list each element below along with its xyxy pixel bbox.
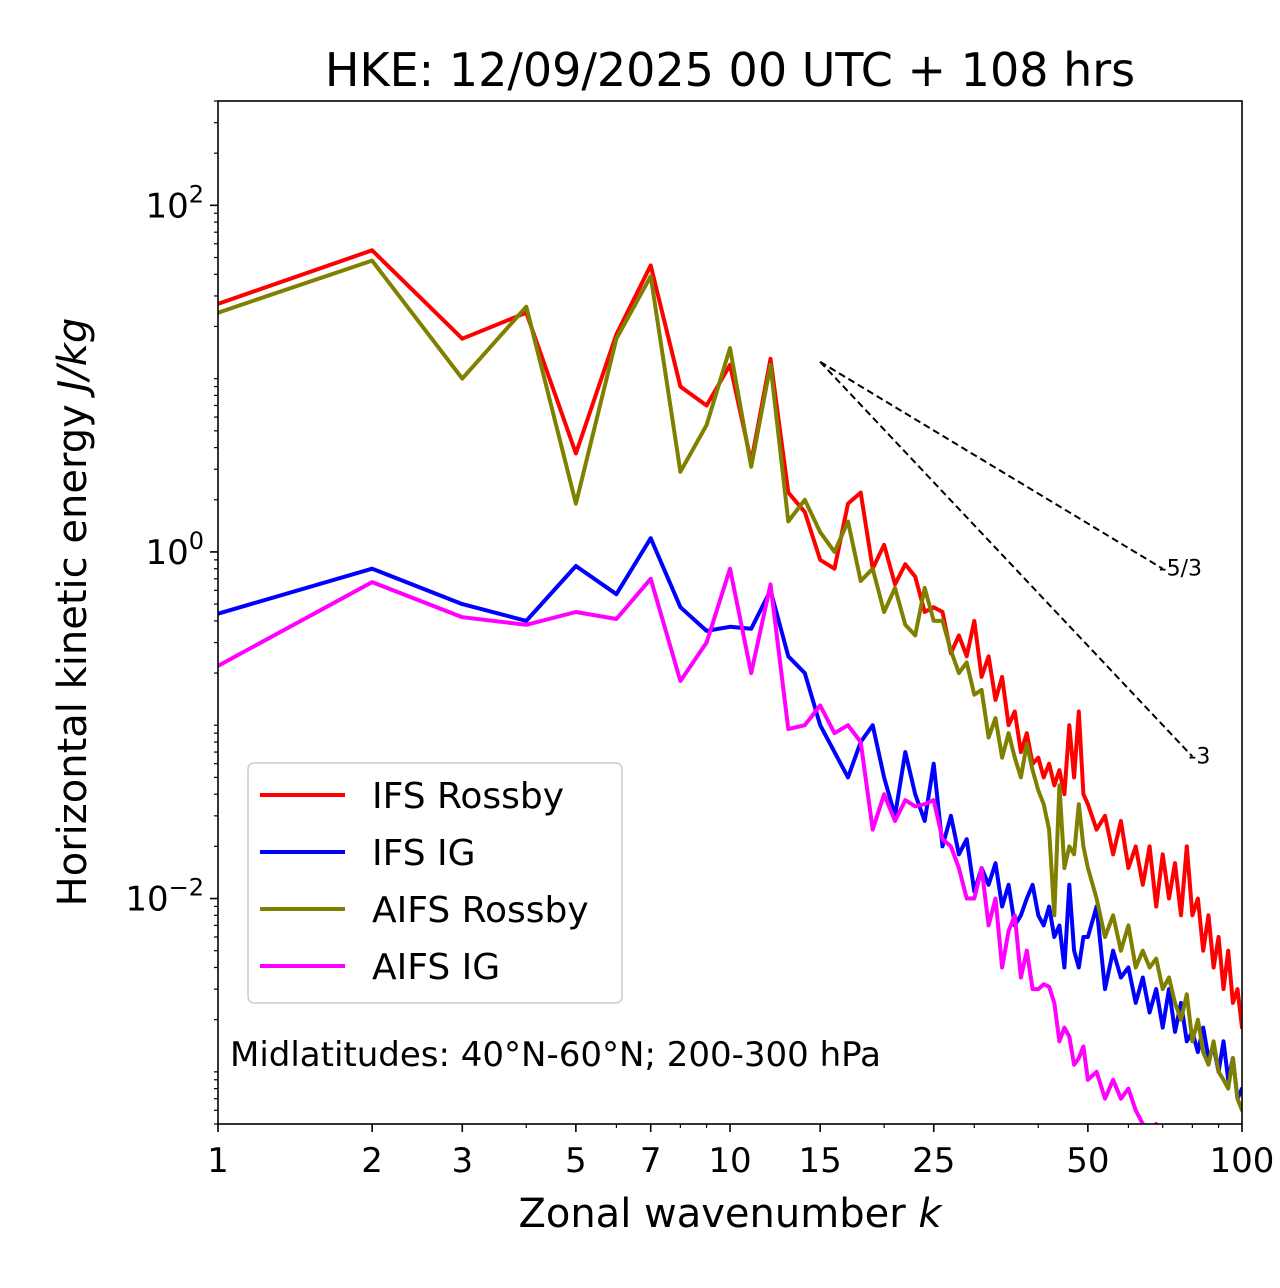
x-axis-label: Zonal wavenumber k [518, 1191, 943, 1237]
legend: IFS Rossby IFS IG AIFS Rossby AIFS IG [247, 762, 623, 1004]
y-tick-exponent: −2 [169, 874, 204, 902]
x-tick-label: 2 [361, 1141, 383, 1181]
y-axis-label-unit: J/kg [50, 318, 96, 399]
chart-title: HKE: 12/09/2025 00 UTC + 108 hrs [325, 43, 1135, 97]
reference-line [819, 360, 1164, 570]
x-tick-label: 3 [451, 1141, 473, 1181]
legend-label: AIFS IG [372, 947, 500, 988]
y-tick-exponent: 2 [189, 180, 204, 208]
y-tick-exponent: 0 [189, 527, 204, 555]
x-axis-label-var: k [918, 1191, 943, 1237]
y-tick-label: 10−2 [125, 874, 204, 920]
y-axis-label: Horizontal kinetic energy J/kg [50, 318, 96, 907]
x-tick-labels: 1 2 3 5 7 10 15 25 50 100 [207, 1141, 1274, 1181]
series-line-ifs-rossby [218, 248, 1242, 1030]
y-tick-label: 102 [145, 180, 204, 226]
plot-frame [217, 100, 1243, 1125]
reference-line-label: -5/3 [1159, 557, 1202, 582]
x-tick-label: 100 [1210, 1141, 1275, 1181]
x-tick-label: 10 [708, 1141, 751, 1181]
reference-line-label: -3 [1188, 745, 1210, 770]
region-annotation: Midlatitudes: 40°N-60°N; 200-300 hPa [230, 1035, 881, 1075]
series-line-aifs-ig [218, 566, 1159, 1124]
x-tick-label: 50 [1066, 1141, 1109, 1181]
x-tick-label: 1 [207, 1141, 229, 1181]
legend-label: AIFS Rossby [372, 890, 589, 931]
major-ticks [210, 204, 1243, 1132]
y-tick-label: 100 [145, 527, 204, 573]
y-tick-base: 10 [125, 880, 168, 920]
y-tick-base: 10 [145, 533, 188, 573]
legend-label: IFS Rossby [372, 776, 564, 817]
data-series [218, 248, 1242, 1124]
x-tick-label: 7 [640, 1141, 662, 1181]
reference-line [819, 361, 1194, 758]
x-axis-label-text: Zonal wavenumber [518, 1191, 918, 1237]
x-tick-label: 15 [799, 1141, 842, 1181]
x-tick-label: 5 [565, 1141, 587, 1181]
x-tick-label: 25 [912, 1141, 955, 1181]
y-axis-label-text: Horizontal kinetic energy [50, 392, 96, 907]
reference-lines [819, 360, 1194, 758]
legend-box [247, 762, 623, 1004]
y-tick-base: 10 [145, 186, 188, 226]
series-line-aifs-rossby [218, 258, 1242, 1113]
legend-label: IFS IG [372, 833, 476, 874]
